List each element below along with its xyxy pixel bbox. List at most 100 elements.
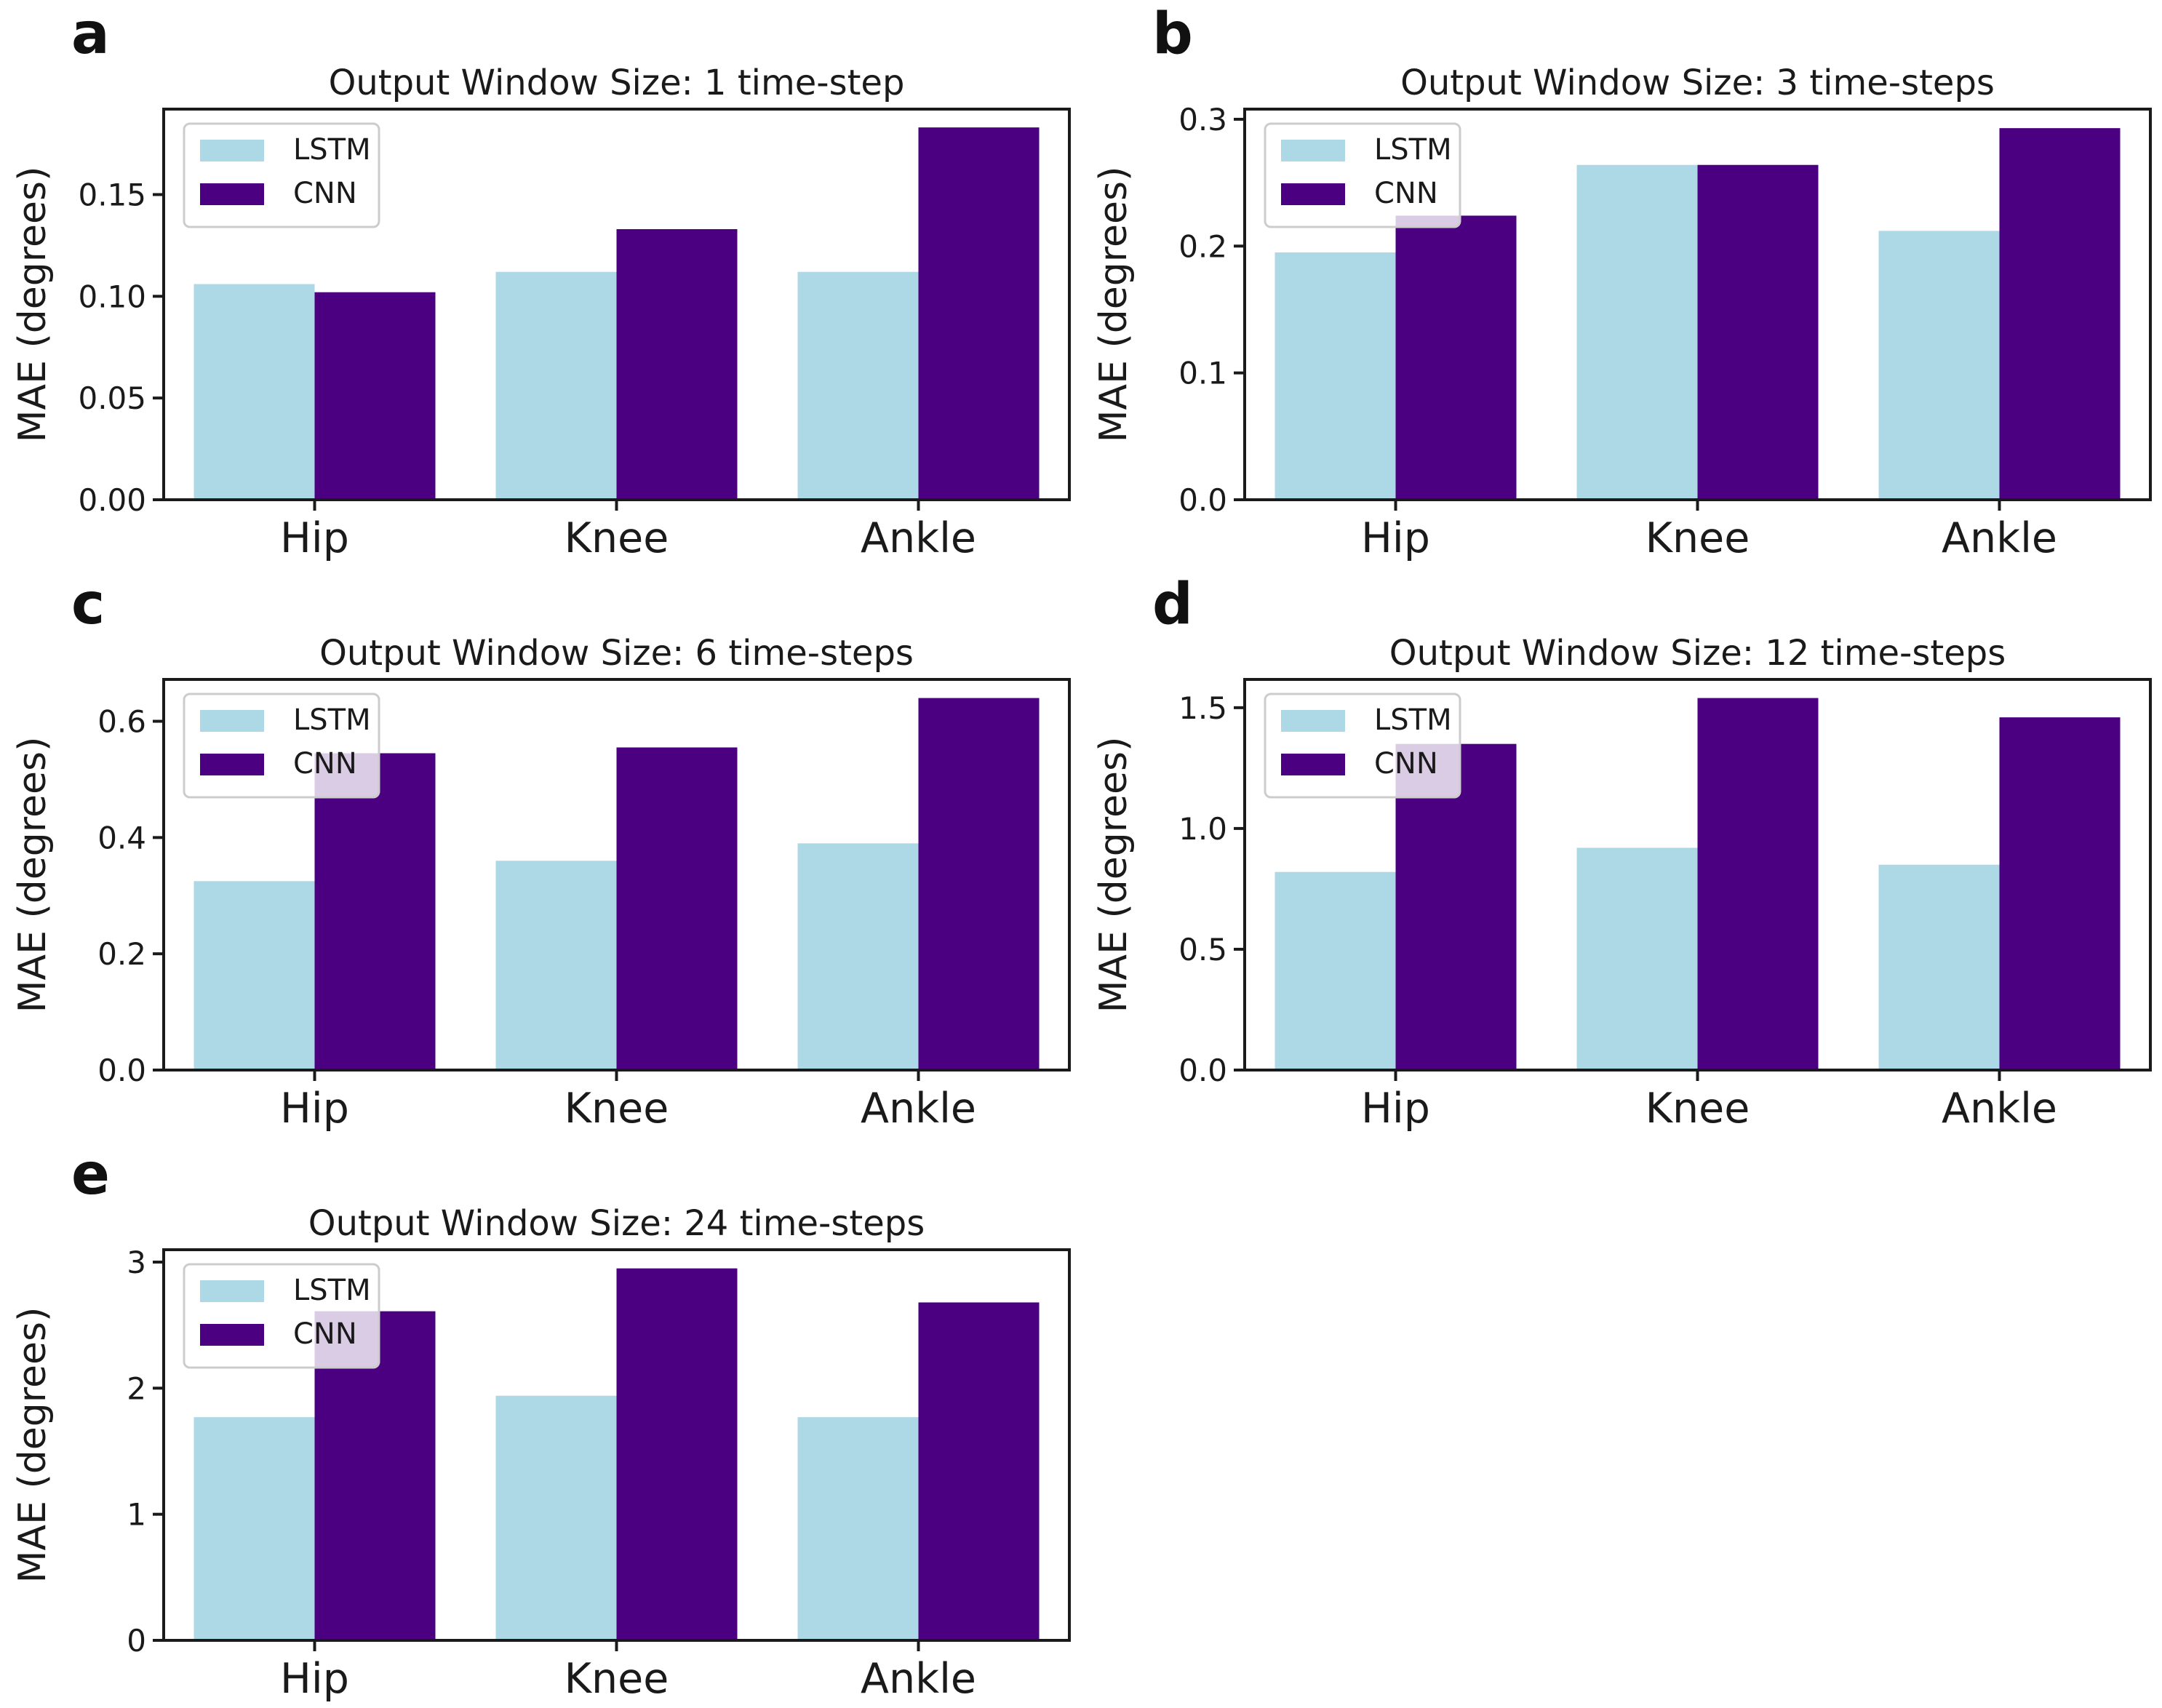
bar-cnn-ankle — [918, 127, 1040, 500]
y-tick-label: 1.5 — [1178, 690, 1227, 726]
y-tick-label: 0.00 — [78, 482, 146, 518]
bar-lstm-knee — [1576, 847, 1698, 1070]
x-tick-label: Knee — [565, 1655, 669, 1703]
y-tick-label: 0.6 — [97, 704, 146, 740]
chart-title: Output Window Size: 3 time-steps — [1400, 63, 1995, 103]
bar-lstm-hip — [194, 881, 315, 1070]
legend-swatch-lstm — [200, 140, 264, 161]
y-axis-label: MAE (degrees) — [1092, 737, 1136, 1013]
x-tick-label: Ankle — [1942, 1085, 2057, 1133]
bar-cnn-knee — [616, 1268, 738, 1640]
legend-label-cnn: CNN — [293, 1317, 357, 1351]
bar-cnn-hip — [314, 753, 436, 1070]
bar-lstm-ankle — [797, 843, 919, 1070]
y-tick-label: 0.0 — [97, 1053, 146, 1088]
bar-lstm-ankle — [1878, 864, 2000, 1070]
legend: LSTM CNN — [183, 1263, 380, 1369]
chart-title: Output Window Size: 1 time-step — [329, 63, 905, 103]
y-tick-label: 0.05 — [78, 380, 146, 416]
bar-cnn-ankle — [1999, 128, 2121, 500]
y-tick-label: 0 — [127, 1623, 146, 1659]
x-tick-label: Knee — [565, 514, 669, 562]
y-tick-label: 0.3 — [1178, 102, 1227, 137]
subplot-b: b Output Window Size: 3 time-steps MAE (d… — [1081, 0, 2162, 567]
subplot-a: a Output Window Size: 1 time-step MAE (de… — [0, 0, 1081, 567]
bar-cnn-hip — [314, 292, 436, 500]
bar-lstm-knee — [495, 1395, 617, 1640]
bar-lstm-hip — [1275, 252, 1396, 500]
bar-chart-a: Output Window Size: 1 time-step MAE (degr… — [11, 63, 1071, 562]
y-tick-label: 0.2 — [1178, 228, 1227, 264]
bar-lstm-hip — [1275, 871, 1396, 1070]
bar-cnn-knee — [1697, 698, 1819, 1070]
legend-label-lstm: LSTM — [1374, 703, 1452, 737]
legend-swatch-cnn — [1281, 754, 1345, 775]
panel-letter-a: a — [71, 1, 110, 67]
y-tick-label: 1.0 — [1178, 811, 1227, 847]
bar-lstm-ankle — [797, 1417, 919, 1640]
panel-letter-b: b — [1152, 1, 1193, 67]
legend-swatch-cnn — [200, 754, 264, 775]
x-tick-label: Hip — [1361, 514, 1430, 562]
bar-chart-e: Output Window Size: 24 time-steps MAE (de… — [11, 1203, 1071, 1703]
y-tick-label: 0.15 — [78, 177, 146, 212]
y-tick-label: 0.2 — [97, 936, 146, 972]
legend: LSTM CNN — [1264, 693, 1461, 799]
x-tick-label: Hip — [1361, 1085, 1430, 1133]
legend-label-lstm: LSTM — [293, 1274, 371, 1307]
x-tick-label: Hip — [280, 1655, 349, 1703]
y-tick-label: 1 — [127, 1497, 146, 1533]
x-tick-label: Knee — [565, 1085, 669, 1133]
bar-lstm-hip — [194, 284, 315, 500]
subplot-e: e Output Window Size: 24 time-steps MAE (… — [0, 1141, 1081, 1708]
legend-swatch-cnn — [200, 183, 264, 205]
legend-label-lstm: LSTM — [293, 703, 371, 737]
legend-swatch-cnn — [1281, 183, 1345, 205]
bar-cnn-ankle — [1999, 717, 2121, 1070]
y-tick-label: 0.0 — [1178, 482, 1227, 518]
legend-swatch-lstm — [1281, 710, 1345, 732]
legend-label-cnn: CNN — [1374, 177, 1438, 210]
bar-cnn-knee — [1697, 164, 1819, 500]
bar-lstm-knee — [495, 271, 617, 500]
x-tick-label: Ankle — [861, 514, 976, 562]
x-tick-label: Ankle — [1942, 514, 2057, 562]
legend-label-cnn: CNN — [293, 177, 357, 210]
panel-letter-d: d — [1152, 572, 1193, 637]
bar-cnn-knee — [616, 229, 738, 500]
y-axis-label: MAE (degrees) — [11, 1307, 55, 1584]
bar-lstm-knee — [1576, 164, 1698, 500]
y-axis-label: MAE (degrees) — [11, 737, 55, 1013]
subplot-c: c Output Window Size: 6 time-steps MAE (d… — [0, 570, 1081, 1138]
y-tick-label: 0.5 — [1178, 932, 1227, 967]
x-tick-label: Hip — [280, 1085, 349, 1133]
chart-title: Output Window Size: 12 time-steps — [1389, 633, 2006, 674]
bar-lstm-ankle — [1878, 231, 2000, 500]
legend-swatch-lstm — [200, 710, 264, 732]
legend-swatch-lstm — [1281, 140, 1345, 161]
chart-title: Output Window Size: 6 time-steps — [319, 633, 914, 674]
bar-cnn-hip — [1395, 215, 1517, 500]
x-tick-label: Hip — [280, 514, 349, 562]
bar-cnn-ankle — [918, 698, 1040, 1070]
y-axis-label: MAE (degrees) — [1092, 167, 1136, 443]
bar-chart-c: Output Window Size: 6 time-steps MAE (deg… — [11, 633, 1071, 1133]
subplot-d: d Output Window Size: 12 time-steps MAE (… — [1081, 570, 2162, 1138]
y-tick-label: 0.0 — [1178, 1053, 1227, 1088]
y-tick-label: 0.1 — [1178, 356, 1227, 391]
legend-swatch-lstm — [200, 1280, 264, 1302]
bar-chart-d: Output Window Size: 12 time-steps MAE (de… — [1092, 633, 2152, 1133]
bar-cnn-ankle — [918, 1302, 1040, 1640]
legend: LSTM CNN — [183, 693, 380, 799]
bar-chart-b: Output Window Size: 3 time-steps MAE (deg… — [1092, 63, 2152, 562]
legend: LSTM CNN — [183, 122, 380, 228]
x-tick-label: Ankle — [861, 1655, 976, 1703]
y-axis-label: MAE (degrees) — [11, 167, 55, 443]
bar-lstm-hip — [194, 1417, 315, 1640]
x-tick-label: Knee — [1646, 1085, 1750, 1133]
bar-lstm-ankle — [797, 271, 919, 500]
legend-label-lstm: LSTM — [1374, 133, 1452, 167]
y-tick-label: 2 — [127, 1370, 146, 1406]
y-tick-label: 0.10 — [78, 279, 146, 314]
